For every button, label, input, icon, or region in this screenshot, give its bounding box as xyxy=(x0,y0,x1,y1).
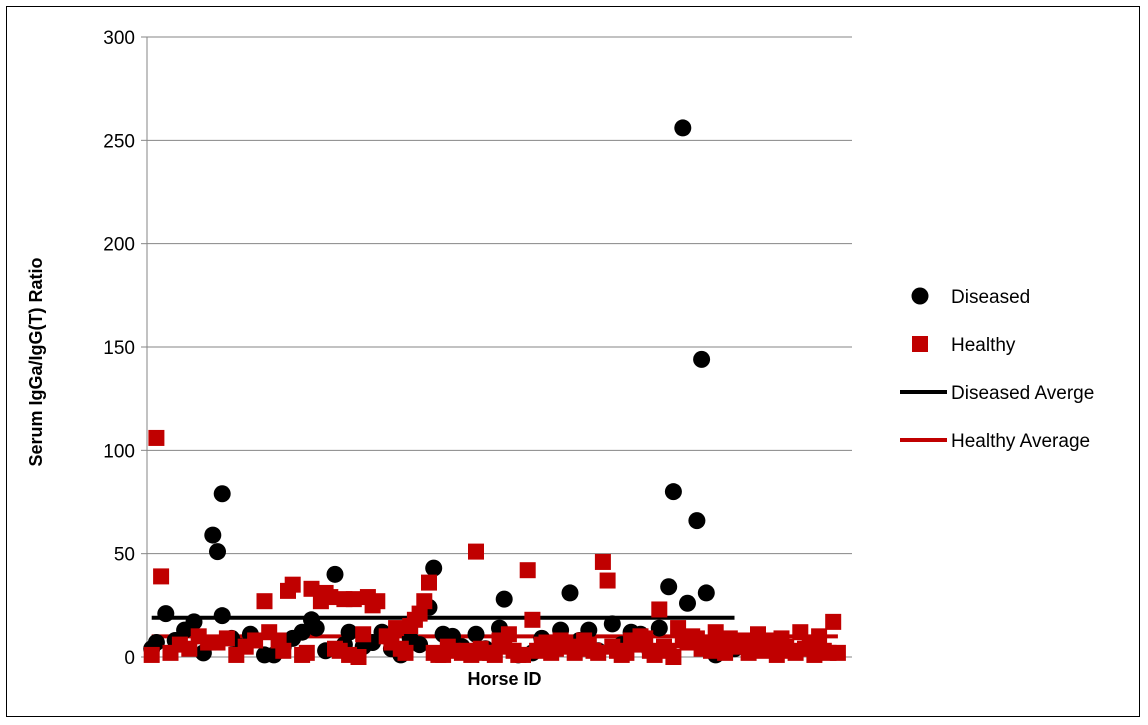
diseased-point xyxy=(664,483,682,501)
healthy-point xyxy=(524,611,541,628)
healthy-point xyxy=(355,626,372,643)
healthy-point xyxy=(284,576,301,593)
diseased-point xyxy=(209,543,226,561)
diseased-point xyxy=(467,625,485,643)
healthy-point xyxy=(416,593,433,610)
healthy-point xyxy=(515,646,531,663)
diseased-point xyxy=(495,590,513,608)
diseased-point xyxy=(660,578,678,596)
y-tick-labels: 0 50 100 150 200 250 300 xyxy=(103,28,135,669)
diseased-point xyxy=(204,526,222,544)
healthy-point xyxy=(345,591,362,608)
diseased-point xyxy=(147,634,165,652)
healthy-point xyxy=(247,632,264,649)
y-tick-label: 300 xyxy=(103,28,135,49)
legend: Diseased Healthy Diseased Averge Healthy Av… xyxy=(900,287,1094,452)
healthy-point xyxy=(256,593,273,610)
diseased-point xyxy=(679,594,696,612)
legend-square-swatch xyxy=(912,336,928,352)
diseased-point xyxy=(213,607,231,625)
diseased-point xyxy=(307,619,325,637)
healthy-point xyxy=(369,593,386,610)
healthy-point xyxy=(637,630,654,647)
healthy-point xyxy=(651,601,668,618)
healthy-point xyxy=(148,429,165,446)
diseased-point xyxy=(185,613,203,631)
diseased-point xyxy=(603,615,621,633)
y-axis-title: Serum IgGa/IgG(T) Ratio xyxy=(26,257,46,466)
healthy-point xyxy=(143,646,160,663)
healthy-point xyxy=(811,628,828,645)
diseased-point xyxy=(697,584,715,602)
healthy-point xyxy=(181,640,198,657)
healthy-point xyxy=(599,572,616,589)
diseased-point xyxy=(425,559,443,577)
healthy-point xyxy=(275,642,292,659)
diseased-point xyxy=(674,119,692,137)
healthy-point xyxy=(670,620,687,637)
healthy-point xyxy=(468,543,484,560)
diseased-point xyxy=(688,512,706,530)
healthy-point xyxy=(590,644,607,661)
y-tick-label: 0 xyxy=(124,648,135,669)
healthy-point xyxy=(500,626,517,643)
healthy-point xyxy=(303,580,320,597)
healthy-point xyxy=(153,568,170,585)
healthy-point xyxy=(665,649,682,665)
legend-label: Diseased Averge xyxy=(951,383,1094,404)
legend-label: Healthy Average xyxy=(951,431,1090,452)
y-tick-label: 200 xyxy=(103,235,135,256)
diseased-point xyxy=(650,619,668,637)
healthy-point xyxy=(829,644,846,661)
y-tick-label: 50 xyxy=(114,545,135,566)
diseased-point xyxy=(293,623,311,641)
healthy-point xyxy=(411,605,428,622)
healthy-point xyxy=(594,553,611,570)
gridlines xyxy=(141,36,852,658)
diseased-point xyxy=(157,605,175,623)
diseased-point xyxy=(693,350,711,368)
y-tick-label: 150 xyxy=(103,338,135,359)
healthy-point xyxy=(388,620,405,637)
diseased-point xyxy=(340,623,358,641)
y-tick-label: 250 xyxy=(103,131,135,152)
healthy-point xyxy=(298,644,315,661)
legend-circle-swatch xyxy=(911,287,929,305)
legend-label: Diseased xyxy=(951,287,1030,308)
healthy-point xyxy=(350,649,367,665)
diseased-point xyxy=(326,565,344,583)
legend-label: Healthy xyxy=(951,335,1016,356)
healthy-point xyxy=(397,644,414,661)
healthy-point xyxy=(322,589,339,606)
y-tick-label: 100 xyxy=(103,441,135,462)
healthy-point xyxy=(218,630,235,647)
diseased-point xyxy=(411,636,429,654)
diseased-point xyxy=(561,584,579,602)
diseased-point xyxy=(213,485,231,503)
healthy-point xyxy=(519,562,536,579)
data-points xyxy=(143,119,846,665)
healthy-point xyxy=(825,613,842,630)
healthy-point xyxy=(421,574,437,591)
x-axis-title: Horse ID xyxy=(467,669,541,689)
